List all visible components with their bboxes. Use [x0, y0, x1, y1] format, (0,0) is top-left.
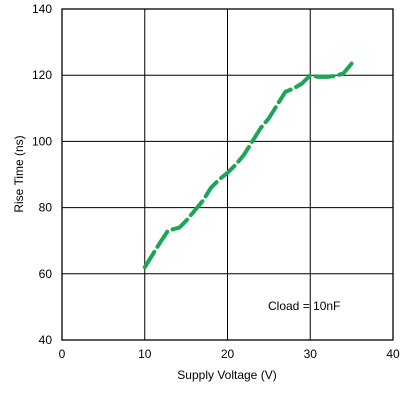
x-tick-label: 10 — [138, 347, 152, 361]
rise-time-series-line — [142, 61, 354, 270]
y-axis-label: Rise Time (ns) — [12, 135, 26, 212]
x-axis-label: Supply Voltage (V) — [177, 368, 276, 382]
x-tick-label: 20 — [221, 347, 235, 361]
y-tick-label: 100 — [32, 134, 52, 148]
x-tick-label: 40 — [386, 347, 400, 361]
cload-annotation: Cload = 10nF — [268, 299, 340, 313]
tick-labels: 0 10 20 30 40 40 60 80 100 120 140 — [32, 2, 400, 361]
x-tick-label: 30 — [304, 347, 318, 361]
y-tick-label: 120 — [32, 68, 52, 82]
y-tick-label: 80 — [39, 201, 53, 215]
y-tick-label: 140 — [32, 2, 52, 16]
y-tick-label: 40 — [39, 333, 53, 347]
plot-frame — [61, 8, 394, 341]
x-tick-label: 0 — [59, 347, 66, 361]
grid-lines — [62, 9, 393, 340]
y-tick-label: 60 — [39, 267, 53, 281]
